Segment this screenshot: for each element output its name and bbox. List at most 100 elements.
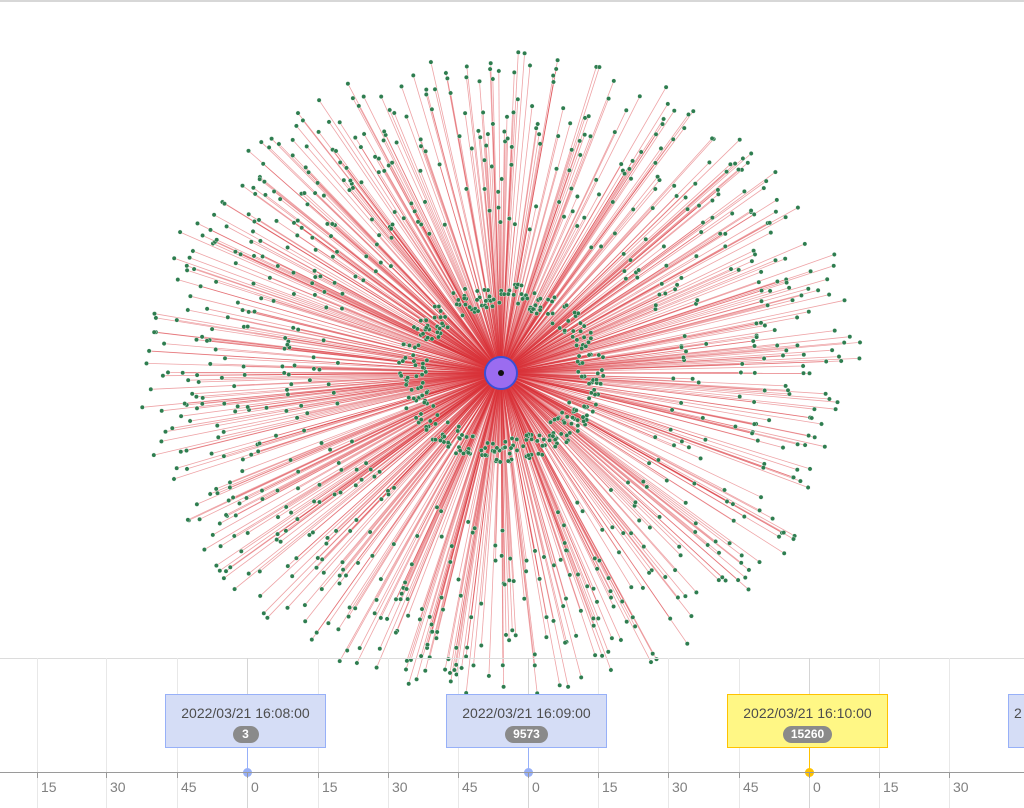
graph-node[interactable] (519, 291, 524, 297)
graph-node[interactable] (581, 403, 587, 409)
graph-node[interactable] (514, 447, 520, 453)
graph-node[interactable] (235, 300, 241, 305)
graph-node[interactable] (593, 402, 599, 407)
timeline-item[interactable]: 2022/03/21 16:09:00 9573 (446, 694, 607, 748)
graph-node[interactable] (505, 291, 511, 297)
graph-node[interactable] (384, 616, 390, 622)
graph-node[interactable] (311, 366, 317, 372)
graph-node[interactable] (337, 159, 343, 165)
graph-node[interactable] (745, 160, 751, 166)
graph-node[interactable] (381, 137, 386, 143)
graph-node[interactable] (415, 219, 421, 225)
graph-node[interactable] (752, 343, 757, 349)
graph-node[interactable] (766, 417, 772, 423)
graph-node[interactable] (248, 239, 254, 245)
graph-node[interactable] (520, 296, 525, 302)
graph-node[interactable] (496, 300, 502, 306)
graph-node[interactable] (335, 626, 341, 632)
graph-node[interactable] (478, 447, 484, 453)
graph-node[interactable] (600, 373, 606, 379)
graph-node[interactable] (295, 218, 301, 224)
graph-node[interactable] (740, 156, 746, 161)
graph-node[interactable] (597, 64, 602, 70)
graph-node[interactable] (275, 263, 281, 269)
graph-node[interactable] (204, 306, 210, 312)
graph-node[interactable] (784, 280, 789, 285)
graph-node[interactable] (592, 556, 598, 561)
graph-node[interactable] (752, 370, 758, 376)
graph-node[interactable] (302, 602, 308, 608)
graph-node[interactable] (537, 576, 542, 582)
graph-node[interactable] (390, 222, 395, 227)
graph-node[interactable] (802, 241, 808, 247)
graph-node[interactable] (509, 627, 515, 633)
graph-node[interactable] (464, 64, 470, 69)
graph-node[interactable] (404, 114, 409, 120)
graph-node[interactable] (469, 146, 475, 151)
graph-node[interactable] (762, 388, 768, 393)
graph-node[interactable] (283, 504, 289, 510)
graph-node[interactable] (494, 457, 499, 463)
graph-node[interactable] (457, 448, 463, 454)
graph-node[interactable] (588, 330, 594, 336)
graph-node[interactable] (187, 293, 193, 299)
graph-node[interactable] (501, 129, 507, 135)
graph-node[interactable] (646, 460, 652, 466)
graph-node[interactable] (321, 570, 327, 576)
graph-node[interactable] (417, 168, 423, 174)
graph-node[interactable] (497, 459, 503, 465)
graph-node[interactable] (449, 543, 455, 549)
graph-node[interactable] (776, 534, 782, 540)
graph-node[interactable] (524, 432, 529, 438)
graph-node[interactable] (251, 253, 257, 259)
graph-node[interactable] (443, 70, 449, 76)
graph-node[interactable] (562, 420, 567, 426)
graph-node[interactable] (578, 608, 584, 614)
graph-node[interactable] (461, 295, 467, 301)
graph-node[interactable] (436, 304, 442, 309)
graph-node[interactable] (213, 563, 219, 568)
graph-node[interactable] (748, 151, 754, 156)
graph-node[interactable] (482, 157, 487, 163)
graph-node[interactable] (564, 302, 569, 308)
graph-node[interactable] (434, 629, 440, 635)
graph-node[interactable] (411, 395, 417, 401)
graph-node[interactable] (622, 171, 627, 177)
graph-node[interactable] (437, 161, 442, 167)
graph-node[interactable] (661, 116, 666, 122)
graph-node[interactable] (460, 312, 465, 318)
graph-node[interactable] (790, 297, 795, 303)
graph-node[interactable] (429, 106, 435, 112)
graph-node[interactable] (316, 129, 321, 135)
graph-node[interactable] (178, 413, 184, 419)
graph-node[interactable] (551, 618, 556, 624)
graph-node[interactable] (690, 376, 695, 382)
graph-node[interactable] (448, 90, 453, 96)
graph-node[interactable] (223, 512, 229, 518)
graph-node[interactable] (442, 222, 448, 228)
timeline-item-selected[interactable]: 2022/03/21 16:10:00 15260 (727, 694, 888, 748)
graph-node[interactable] (489, 164, 495, 169)
graph-node[interactable] (506, 637, 512, 643)
graph-node[interactable] (632, 624, 638, 629)
graph-node[interactable] (225, 314, 231, 320)
graph-node[interactable] (774, 197, 780, 203)
graph-node[interactable] (733, 424, 738, 429)
graph-node[interactable] (412, 208, 418, 214)
graph-node[interactable] (185, 517, 191, 523)
graph-node[interactable] (345, 81, 351, 87)
graph-node[interactable] (751, 421, 757, 427)
graph-node[interactable] (327, 447, 333, 453)
graph-node[interactable] (537, 141, 543, 147)
graph-node[interactable] (746, 567, 752, 573)
graph-node[interactable] (424, 390, 430, 396)
graph-node[interactable] (805, 286, 811, 292)
graph-node[interactable] (311, 354, 316, 360)
graph-node[interactable] (193, 394, 199, 400)
graph-node[interactable] (552, 437, 558, 442)
graph-node[interactable] (586, 352, 592, 358)
graph-node[interactable] (823, 359, 829, 364)
graph-node[interactable] (580, 508, 585, 514)
graph-node[interactable] (319, 440, 324, 446)
graph-node[interactable] (213, 347, 219, 352)
